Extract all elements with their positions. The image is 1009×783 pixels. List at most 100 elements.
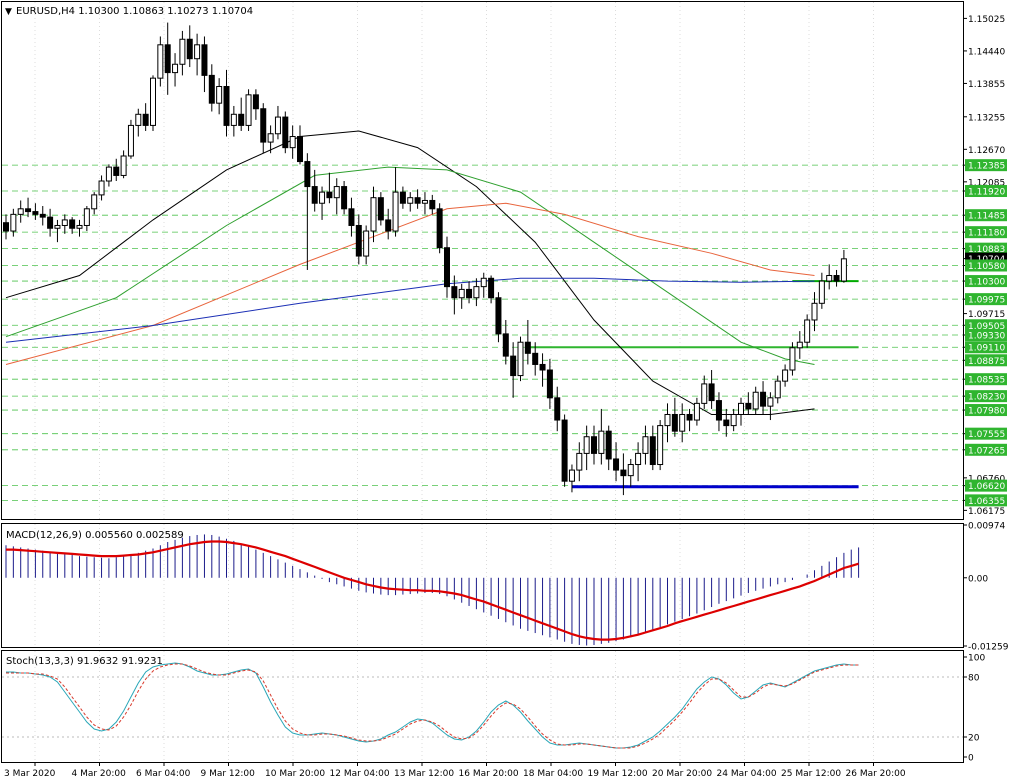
bear-candle	[436, 208, 443, 249]
bull-candle	[179, 38, 186, 65]
bull-candle	[135, 113, 142, 126]
time-label: 16 Mar 20:00	[459, 769, 519, 779]
bear-candle	[708, 383, 715, 402]
level-label: 1.11920	[968, 188, 1005, 198]
bull-candle	[105, 166, 112, 182]
level-label-box	[965, 242, 1007, 255]
bull-candle	[804, 319, 811, 343]
bull-candle	[54, 224, 61, 229]
bull-candle	[17, 208, 24, 215]
level-label-box	[965, 293, 1007, 306]
moving-average-line	[5, 202, 815, 365]
bull-candle	[576, 452, 583, 471]
bear-candle	[671, 413, 678, 432]
time-label: 24 Mar 04:00	[717, 769, 777, 779]
time-label: 3 Mar 2020	[4, 769, 56, 779]
bear-candle	[715, 400, 722, 421]
macd-signal-path	[6, 540, 859, 641]
bear-candle	[488, 277, 495, 299]
stoch-label: 80	[968, 674, 980, 684]
bull-candle	[91, 194, 98, 210]
bear-candle	[723, 419, 730, 427]
bull-candle	[811, 302, 818, 321]
level-label: 1.07555	[968, 430, 1005, 440]
bear-candle	[429, 199, 436, 210]
level-label: 1.11180	[968, 229, 1005, 239]
price-label: 1.15025	[968, 15, 1005, 25]
bear-candle	[613, 458, 620, 471]
bull-candle	[642, 436, 649, 454]
level-label: 1.07265	[968, 446, 1005, 456]
bull-candle	[216, 85, 223, 104]
bull-candle	[172, 63, 179, 74]
bear-candle	[532, 352, 539, 365]
bear-candle	[208, 74, 215, 104]
level-label-box	[965, 494, 1007, 507]
bull-candle	[194, 44, 201, 60]
dropdown-arrow-icon[interactable]: ▼	[5, 7, 12, 17]
stoch-signal-line	[6, 663, 859, 749]
bear-candle	[510, 355, 517, 377]
bear-candle	[39, 213, 46, 218]
level-label-box	[965, 404, 1007, 417]
price-label: 1.09715	[968, 310, 1005, 320]
bear-candle	[326, 191, 333, 199]
stoch-label: 100	[968, 654, 985, 664]
main-grid	[2, 2, 963, 762]
level-label-box	[965, 275, 1007, 288]
macd-signal-line	[6, 540, 859, 641]
bull-candle	[701, 383, 708, 404]
bear-candle	[25, 208, 32, 213]
bear-candle	[502, 333, 509, 357]
bear-candle	[605, 430, 612, 460]
candles	[3, 22, 847, 496]
bear-candle	[686, 413, 693, 421]
bull-candle	[127, 124, 134, 157]
bull-candle	[738, 402, 744, 415]
macd-histogram	[5, 534, 860, 646]
price-label: 1.13855	[968, 80, 1005, 90]
level-label-box	[965, 159, 1007, 172]
main-title: EURUSD,H4 1.10300 1.10863 1.10273 1.1070…	[16, 6, 253, 17]
bull-candle	[782, 369, 789, 382]
bull-candle	[363, 230, 370, 257]
bull-candle	[789, 347, 796, 371]
bear-candle	[260, 108, 267, 143]
level-label: 1.09975	[968, 296, 1005, 306]
stoch-axis: 100 80 20 0	[963, 654, 985, 764]
bull-candle	[421, 199, 428, 204]
bull-candle	[289, 136, 296, 149]
bear-candle	[620, 469, 627, 477]
level-label: 1.09505	[968, 322, 1005, 332]
bull-candle	[150, 77, 156, 126]
macd-label: -0.01259	[968, 643, 1009, 653]
bear-candle	[341, 186, 348, 210]
bear-candle	[385, 219, 392, 232]
level-label-box	[965, 373, 1007, 386]
stoch-label: 0	[968, 754, 974, 764]
bull-candle	[480, 277, 487, 288]
stochastic-lines	[2, 662, 963, 749]
level-label-box	[965, 328, 1007, 341]
time-label: 19 Mar 12:00	[588, 769, 648, 779]
bear-candle	[297, 136, 303, 163]
level-label: 1.10580	[968, 262, 1005, 272]
bull-candle	[245, 94, 252, 126]
stoch-main-line	[6, 662, 859, 749]
time-label: 13 Mar 12:00	[394, 769, 454, 779]
bear-candle	[495, 297, 502, 335]
bull-candle	[473, 286, 480, 299]
level-label-box	[965, 354, 1007, 367]
time-label: 18 Mar 04:00	[523, 769, 583, 779]
time-label: 4 Mar 20:00	[72, 769, 127, 779]
bull-candle	[333, 186, 340, 199]
level-label-box	[965, 341, 1007, 354]
macd-panel-border	[1, 523, 964, 648]
bull-candle	[61, 219, 68, 226]
bear-candle	[591, 436, 597, 454]
moving-averages	[5, 130, 815, 415]
bear-candle	[399, 191, 406, 204]
bear-candle	[745, 402, 752, 410]
stoch-panel-border	[1, 650, 964, 763]
bull-candle	[10, 213, 17, 232]
